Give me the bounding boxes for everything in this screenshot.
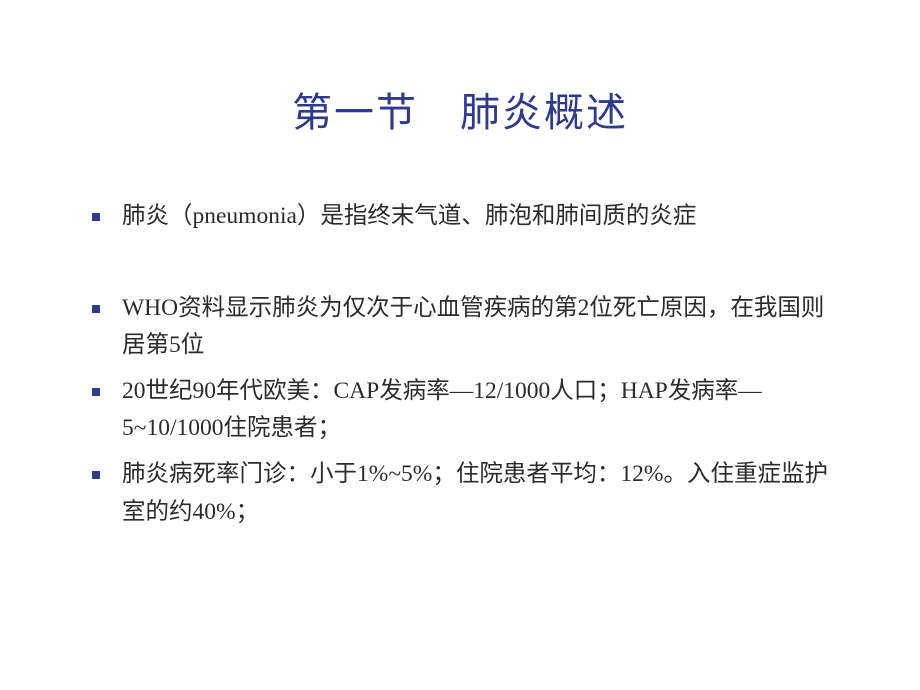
bullet-text: 肺炎（pneumonia）是指终末气道、肺泡和肺间质的炎症 <box>122 203 696 229</box>
bullet-list: 肺炎（pneumonia）是指终末气道、肺泡和肺间质的炎症 WHO资料显示肺炎为… <box>80 198 840 531</box>
bullet-text: 20世纪90年代欧美：CAP发病率—12/1000人口；HAP发病率—5~10/… <box>122 378 762 442</box>
list-item: 20世纪90年代欧美：CAP发病率—12/1000人口；HAP发病率—5~10/… <box>80 373 840 448</box>
list-item: 肺炎病死率门诊：小于1%~5%；住院患者平均：12%。入住重症监护室的约40%； <box>80 456 840 531</box>
slide-container: 第一节 肺炎概述 肺炎（pneumonia）是指终末气道、肺泡和肺间质的炎症 W… <box>0 0 920 690</box>
bullet-text: 肺炎病死率门诊：小于1%~5%；住院患者平均：12%。入住重症监护室的约40%； <box>122 461 828 525</box>
bullet-text: WHO资料显示肺炎为仅次于心血管疾病的第2位死亡原因，在我国则居第5位 <box>122 295 824 359</box>
list-item: 肺炎（pneumonia）是指终末气道、肺泡和肺间质的炎症 <box>80 198 840 236</box>
list-item: WHO资料显示肺炎为仅次于心血管疾病的第2位死亡原因，在我国则居第5位 <box>80 290 840 365</box>
slide-title: 第一节 肺炎概述 <box>80 80 840 138</box>
